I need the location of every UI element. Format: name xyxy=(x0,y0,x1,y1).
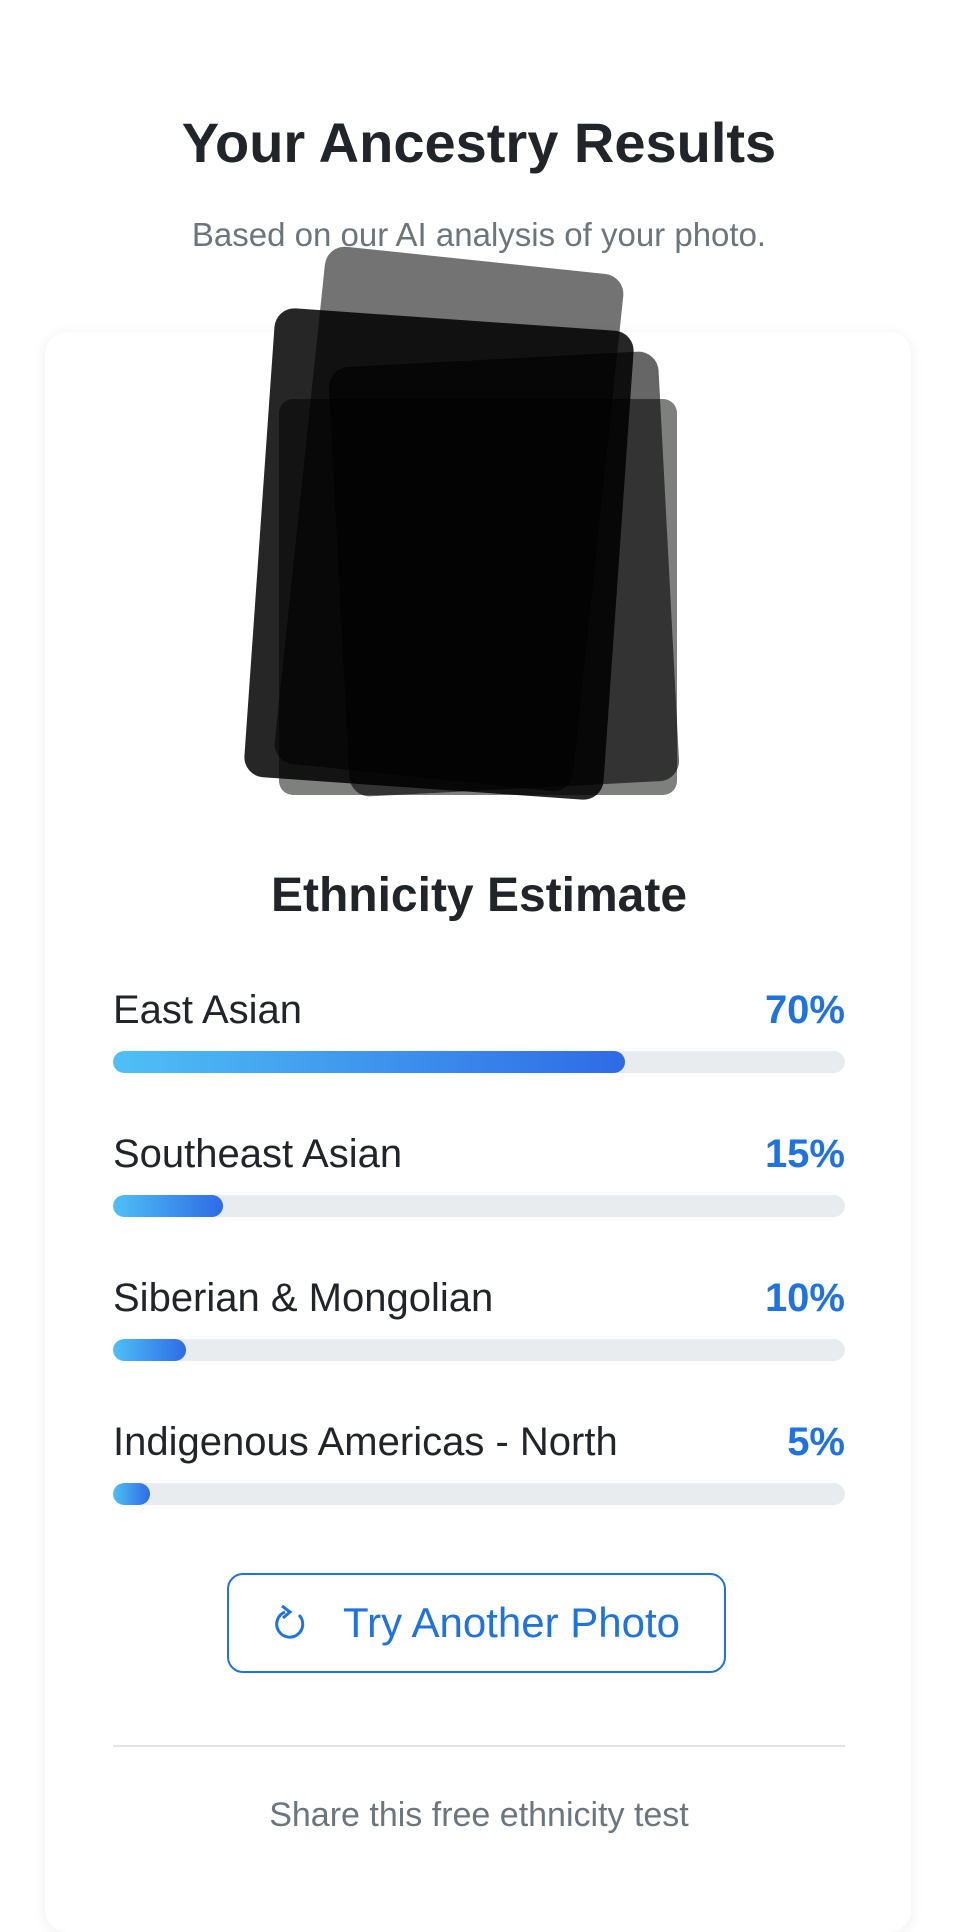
progress-fill xyxy=(113,1483,150,1505)
progress-track xyxy=(113,1483,845,1505)
ethnicity-row: Indigenous Americas - North 5% xyxy=(113,1420,845,1520)
ethnicity-label: Siberian & Mongolian xyxy=(113,1276,494,1320)
share-text: Share this free ethnicity test xyxy=(269,1796,689,1834)
progress-track xyxy=(113,1339,845,1361)
ethnicity-percent: 5% xyxy=(787,1420,845,1464)
ethnicity-row: Southeast Asian 15% xyxy=(113,1132,845,1232)
progress-fill xyxy=(113,1051,626,1073)
ethnicity-percent: 10% xyxy=(764,1276,845,1320)
ethnicity-label: Indigenous Americas - North xyxy=(113,1420,618,1464)
progress-fill xyxy=(113,1339,187,1361)
uploaded-photo xyxy=(243,244,681,801)
ethnicity-row: Siberian & Mongolian 10% xyxy=(113,1276,845,1376)
divider xyxy=(113,1745,845,1747)
ethnicity-percent: 15% xyxy=(764,1132,845,1176)
progress-fill xyxy=(113,1195,223,1217)
ethnicity-row: East Asian 70% xyxy=(113,988,845,1088)
page-title: Your Ancestry Results xyxy=(181,111,777,174)
try-another-photo-label: Try Another Photo xyxy=(343,1599,680,1646)
refresh-icon xyxy=(275,1604,305,1639)
progress-track xyxy=(113,1195,845,1217)
progress-track xyxy=(113,1051,845,1073)
ethnicity-label: East Asian xyxy=(113,988,303,1032)
ethnicity-percent: 70% xyxy=(764,988,845,1032)
ethnicity-heading: Ethnicity Estimate xyxy=(270,869,688,922)
try-another-photo-button[interactable]: Try Another Photo xyxy=(227,1573,726,1673)
ethnicity-label: Southeast Asian xyxy=(113,1132,403,1176)
page-subtitle: Based on our AI analysis of your photo. xyxy=(191,216,767,253)
